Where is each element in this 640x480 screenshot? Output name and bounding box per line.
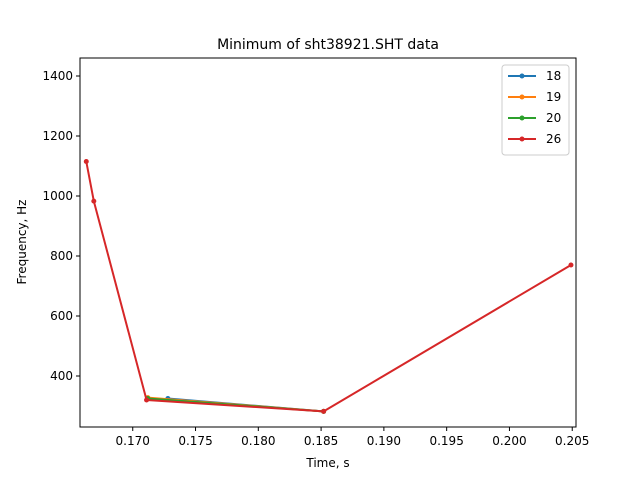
legend-label-19: 19 bbox=[546, 90, 561, 104]
x-tick-label: 0.170 bbox=[116, 434, 150, 448]
data-point-26 bbox=[321, 408, 327, 414]
data-point-26 bbox=[144, 397, 150, 403]
data-point-26 bbox=[83, 159, 89, 164]
legend-marker-19 bbox=[519, 94, 525, 100]
legend-marker-26 bbox=[519, 136, 525, 142]
x-axis-label: Time, s bbox=[305, 456, 349, 470]
y-tick-label: 600 bbox=[50, 309, 73, 323]
y-tick-label: 1200 bbox=[42, 129, 73, 143]
data-point-26 bbox=[91, 198, 97, 204]
x-tick-label: 0.200 bbox=[492, 434, 526, 448]
legend-label-26: 26 bbox=[546, 132, 561, 146]
legend: 18 19 20 26 bbox=[501, 64, 570, 156]
x-tick-label: 0.175 bbox=[178, 434, 212, 448]
y-tick-label: 800 bbox=[50, 249, 73, 263]
legend-label-20: 20 bbox=[546, 111, 561, 125]
y-tick-label: 1000 bbox=[42, 189, 73, 203]
plot-area: 0.170 0.175 0.180 0.185 0.190 0.195 0.200 0.205… bbox=[42, 57, 589, 448]
legend-label-18: 18 bbox=[546, 69, 561, 83]
x-tick-label: 0.190 bbox=[367, 434, 401, 448]
x-tick-label: 0.195 bbox=[429, 434, 463, 448]
chart-title: Minimum of sht38921.SHT data bbox=[217, 37, 439, 53]
legend-marker-18 bbox=[519, 73, 525, 79]
y-tick-label: 400 bbox=[50, 369, 73, 383]
x-tick-label: 0.185 bbox=[304, 434, 338, 448]
legend-marker-20 bbox=[519, 115, 525, 121]
y-tick-label: 1400 bbox=[42, 69, 73, 83]
y-axis-label: Frequency, Hz bbox=[15, 200, 29, 285]
x-tick-label: 0.205 bbox=[555, 434, 589, 448]
axes-frame bbox=[79, 57, 577, 428]
legend-box bbox=[501, 64, 570, 156]
x-tick-label: 0.180 bbox=[241, 434, 275, 448]
data-point-26 bbox=[568, 262, 574, 268]
